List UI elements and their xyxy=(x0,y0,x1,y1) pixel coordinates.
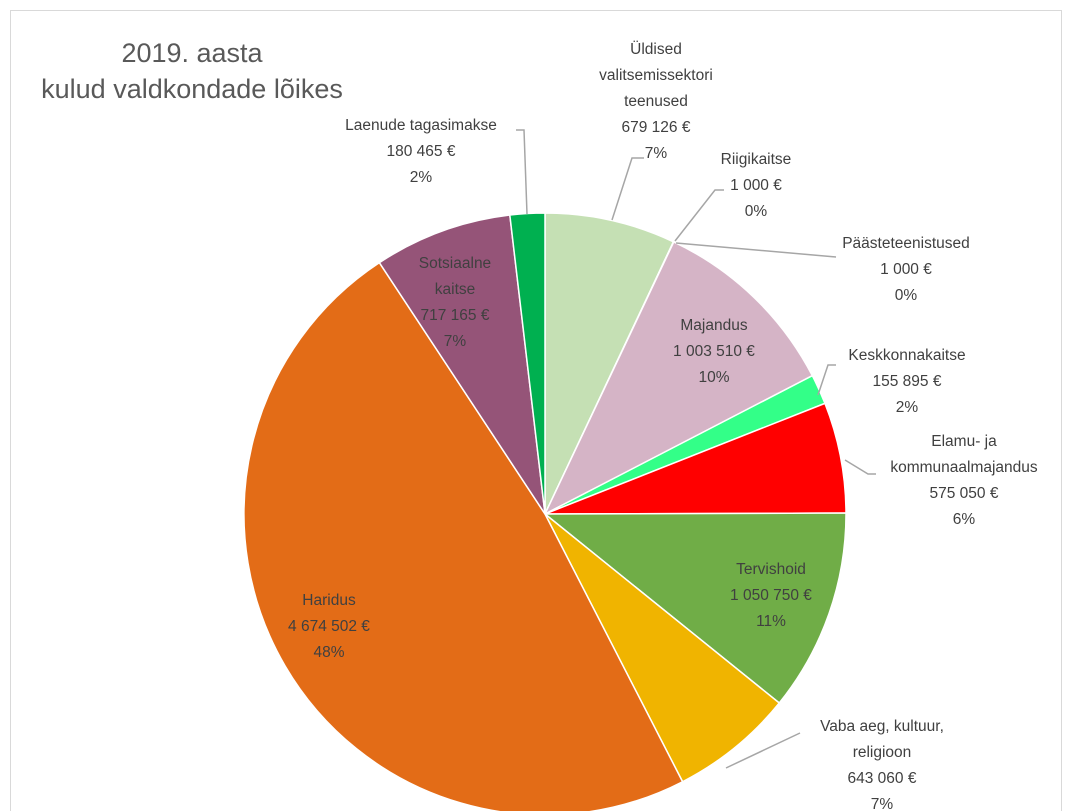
pie-slice-3 xyxy=(543,240,814,516)
data-label-line: 180 465 € xyxy=(387,143,456,160)
data-label-line: Haridus xyxy=(302,592,356,609)
data-label-line: 7% xyxy=(871,796,894,811)
data-label-2: Päästeteenistused 1 000 € 0% xyxy=(842,235,970,304)
data-label-line: 48% xyxy=(313,644,344,661)
data-label-8: Haridus 4 674 502 € 48% xyxy=(288,592,370,661)
data-label-line: Elamu- ja xyxy=(931,433,997,450)
leader-line-2 xyxy=(675,242,837,258)
data-label-9: Sotsiaalne kaitse 717 165 € 7% xyxy=(419,255,491,350)
data-label-line: 1 000 € xyxy=(730,177,782,194)
data-label-line: 10% xyxy=(698,369,729,386)
data-label-1: Riigikaitse 1 000 € 0% xyxy=(721,151,792,220)
data-label-line: Tervishoid xyxy=(736,561,806,578)
data-label-line: religioon xyxy=(853,744,912,761)
pie-slice-7 xyxy=(544,513,781,783)
data-label-line: 1 003 510 € xyxy=(673,343,755,360)
data-label-line: Keskkonnakaitse xyxy=(848,347,965,364)
data-label-line: 643 060 € xyxy=(848,770,917,787)
pie-slice-9 xyxy=(378,214,546,515)
data-label-line: 4 674 502 € xyxy=(288,618,370,635)
data-label-line: Üldised xyxy=(630,40,682,58)
data-label-line: 2% xyxy=(410,169,433,186)
data-label-line: Päästeteenistused xyxy=(842,235,970,252)
data-label-line: 6% xyxy=(953,511,976,528)
data-label-line: 1 000 € xyxy=(880,261,932,278)
data-labels: Üldised valitsemissektori teenused 679 126 … xyxy=(288,40,1038,811)
data-label-line: 155 895 € xyxy=(873,373,942,390)
pie-slices xyxy=(243,212,847,811)
data-label-line: 11% xyxy=(756,613,786,630)
chart-title-line-1: 2019. aasta xyxy=(121,38,263,68)
leader-lines xyxy=(516,129,876,769)
data-label-line: 0% xyxy=(895,287,918,304)
data-label-line: Vaba aeg, kultuur, xyxy=(820,718,944,735)
data-label-7: Vaba aeg, kultuur, religioon 643 060 € 7% xyxy=(820,718,944,811)
data-label-4: Keskkonnakaitse 155 895 € 2% xyxy=(848,347,965,416)
data-label-3: Majandus 1 003 510 € 10% xyxy=(673,317,755,386)
data-label-line: Sotsiaalne xyxy=(419,255,491,272)
leader-line-0 xyxy=(611,157,644,221)
data-label-line: 7% xyxy=(444,333,467,350)
data-label-10: Laenude tagasimakse 180 465 € 2% xyxy=(345,117,497,186)
leader-line-10 xyxy=(516,129,528,215)
chart-title-line-2: kulud valdkondade lõikes xyxy=(41,74,343,104)
pie-slice-6 xyxy=(542,512,847,705)
leader-line-4 xyxy=(817,364,836,396)
data-label-line: Riigikaitse xyxy=(721,151,792,168)
leader-line-1 xyxy=(674,189,724,242)
data-label-line: 1 050 750 € xyxy=(730,587,812,604)
data-label-line: kaitse xyxy=(435,281,476,298)
data-label-0: Üldised valitsemissektori teenused 679 126 … xyxy=(599,40,713,162)
data-label-line: teenused xyxy=(624,93,688,110)
data-label-line: 575 050 € xyxy=(930,485,999,502)
data-label-line: 7% xyxy=(645,145,668,162)
leader-line-5 xyxy=(844,459,876,475)
data-label-line: Laenude tagasimakse xyxy=(345,117,497,134)
data-label-line: 2% xyxy=(896,399,919,416)
data-label-6: Tervishoid 1 050 750 € 11% xyxy=(730,561,812,630)
data-label-line: Majandus xyxy=(680,317,747,334)
data-label-line: 679 126 € xyxy=(622,119,691,136)
pie-slice-0 xyxy=(544,212,675,515)
data-label-line: 0% xyxy=(745,203,768,220)
data-label-line: 717 165 € xyxy=(421,307,490,324)
data-label-line: valitsemissektori xyxy=(599,67,713,84)
pie-slice-8 xyxy=(243,261,684,811)
leader-line-7 xyxy=(725,732,801,769)
data-label-line: kommunaalmajandus xyxy=(890,459,1038,476)
data-label-5: Elamu- ja kommunaalmajandus 575 050 € 6% xyxy=(890,433,1038,528)
